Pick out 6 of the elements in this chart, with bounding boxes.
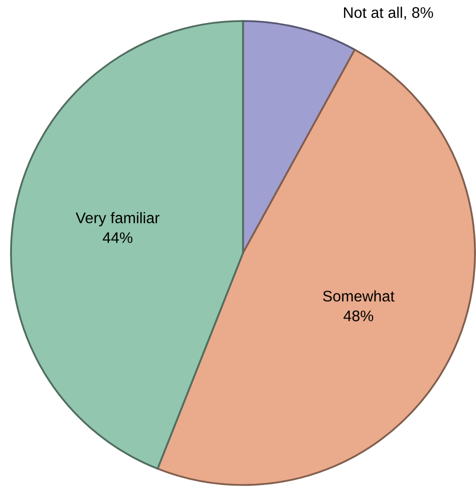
- slice-label: Somewhat: [323, 290, 394, 302]
- pie-slice: [10, 20, 244, 470]
- slice-label: Very familiar: [76, 212, 160, 226]
- data-label: 48%: [344, 310, 374, 322]
- data-label: 44%: [102, 232, 132, 244]
- slice-label: Not at all, 8%: [344, 6, 434, 20]
